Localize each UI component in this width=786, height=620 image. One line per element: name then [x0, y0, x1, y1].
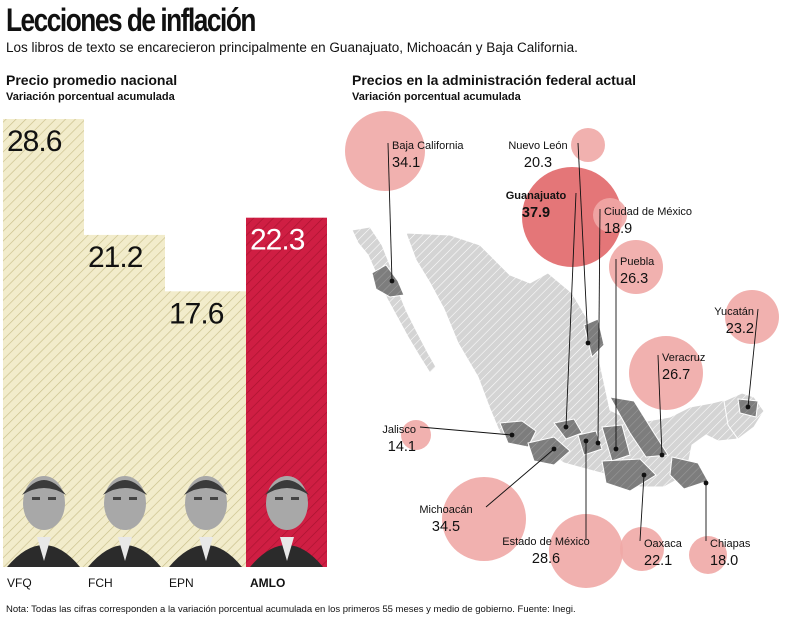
right-chart-title: Precios en la administración federal act… — [352, 72, 636, 88]
mainland-mexico — [405, 232, 753, 488]
point-estado-de-mexico — [583, 438, 589, 444]
bubble-chiapas — [689, 536, 727, 574]
bar-value-amlo: 22.3 — [250, 224, 305, 257]
label-baja-california: Baja California — [392, 140, 464, 152]
point-baja-california — [389, 278, 395, 284]
oaxaca-region — [601, 458, 657, 492]
leader-michoacan — [485, 448, 555, 508]
bubbles — [345, 111, 779, 588]
bubble-guanajuato — [522, 167, 622, 267]
leader-lines — [387, 142, 759, 542]
bar-value-vfq: 28.6 — [7, 125, 62, 158]
point-nuevo-leon — [585, 340, 591, 346]
veracruz-region — [609, 396, 669, 458]
bubble-ciudad-de-mexico — [593, 198, 627, 232]
point-guanajuato — [563, 424, 569, 430]
state-price-bubble-map: Baja California 34.1 Nuevo León 20.3 Guanaju… — [345, 111, 779, 588]
label-yucatan: Yucatán — [714, 306, 754, 318]
value-jalisco: 14.1 — [388, 439, 416, 455]
label-guanajuato: Guanajuato — [506, 190, 567, 202]
bubble-puebla — [609, 240, 663, 294]
portrait-vfq — [7, 476, 80, 567]
highlighted-states — [371, 264, 759, 492]
point-jalisco — [509, 432, 515, 438]
label-puebla: Puebla — [620, 256, 655, 268]
label-estado-de-mexico: Estado de México — [502, 536, 589, 548]
label-veracruz: Veracruz — [662, 352, 705, 364]
bar-label-amlo: AMLO — [250, 576, 285, 590]
leader-oaxaca — [639, 474, 645, 542]
portrait-epn — [169, 476, 242, 567]
michoacan-region — [527, 436, 571, 466]
portrait-amlo — [250, 476, 323, 567]
point-michoacan — [551, 446, 557, 452]
value-veracruz: 26.7 — [662, 367, 690, 383]
baja-california-peninsula — [351, 226, 437, 374]
left-chart-title: Precio promedio nacional — [6, 72, 178, 88]
point-puebla — [613, 446, 619, 452]
leader-nuevo-leon — [577, 142, 589, 344]
mexico-map — [351, 226, 765, 492]
chiapas-region — [669, 456, 709, 490]
bubble-yucatan — [725, 290, 779, 344]
bubble-baja-california — [345, 111, 425, 191]
label-chiapas: Chiapas — [710, 538, 751, 550]
value-baja-california: 34.1 — [392, 155, 420, 171]
footnote: Nota: Todas las cifras corresponden a la… — [6, 604, 576, 615]
value-ciudad-de-mexico: 18.9 — [604, 221, 632, 237]
point-chiapas — [703, 480, 709, 486]
leader-guanajuato — [565, 192, 577, 428]
point-veracruz — [659, 452, 665, 458]
bar-label-epn: EPN — [169, 576, 194, 590]
bar-label-vfq: VFQ — [7, 576, 32, 590]
label-michoacan: Michoacán — [419, 504, 472, 516]
label-ciudad-de-mexico: Ciudad de México — [604, 206, 692, 218]
value-guanajuato: 37.9 — [522, 205, 550, 221]
point-ciudad-de-mexico — [595, 440, 601, 446]
value-estado-de-mexico: 28.6 — [532, 551, 560, 567]
value-chiapas: 18.0 — [710, 553, 738, 569]
left-chart-subtitle: Variación porcentual acumulada — [6, 91, 175, 103]
right-chart-subtitle: Variación porcentual acumulada — [352, 91, 521, 103]
value-michoacan: 34.5 — [432, 519, 460, 535]
leader-jalisco — [419, 426, 513, 436]
bubble-nuevo-leon — [571, 128, 605, 162]
national-price-bar-chart: 28.6 VFQ 21.2 FCH 17.6 EPN 22.3 AMLO — [3, 119, 327, 590]
bubble-veracruz — [629, 336, 703, 410]
label-nuevo-leon: Nuevo León — [508, 140, 567, 152]
leader-yucatan — [747, 308, 759, 408]
value-puebla: 26.3 — [620, 271, 648, 287]
baja-california-region — [371, 264, 405, 298]
bubble-oaxaca — [620, 527, 664, 571]
point-yucatan — [745, 404, 751, 410]
state-labels: Baja California 34.1 Nuevo León 20.3 Guanaju… — [382, 140, 754, 569]
label-oaxaca: Oaxaca — [644, 538, 683, 550]
page-subtitle: Los libros de texto se encarecieron prin… — [6, 40, 578, 55]
label-jalisco: Jalisco — [382, 424, 416, 436]
bar-value-fch: 21.2 — [88, 241, 143, 274]
leader-ciudad-de-mexico — [597, 208, 601, 444]
leader-baja-california — [387, 142, 393, 282]
portrait-fch — [88, 476, 161, 567]
value-nuevo-leon: 20.3 — [524, 155, 552, 171]
jalisco-region — [499, 420, 537, 448]
guanajuato-region — [553, 418, 583, 440]
bubble-michoacan — [442, 477, 526, 561]
bubble-estado-de-mexico — [549, 514, 623, 588]
leader-veracruz — [657, 354, 663, 456]
value-yucatan: 23.2 — [726, 321, 754, 337]
bar-value-epn: 17.6 — [169, 297, 224, 330]
point-oaxaca — [641, 472, 647, 478]
page-title: Lecciones de inflación — [6, 2, 256, 38]
estado-de-mexico-region — [577, 430, 603, 456]
bar-label-fch: FCH — [88, 576, 113, 590]
value-oaxaca: 22.1 — [644, 553, 672, 569]
